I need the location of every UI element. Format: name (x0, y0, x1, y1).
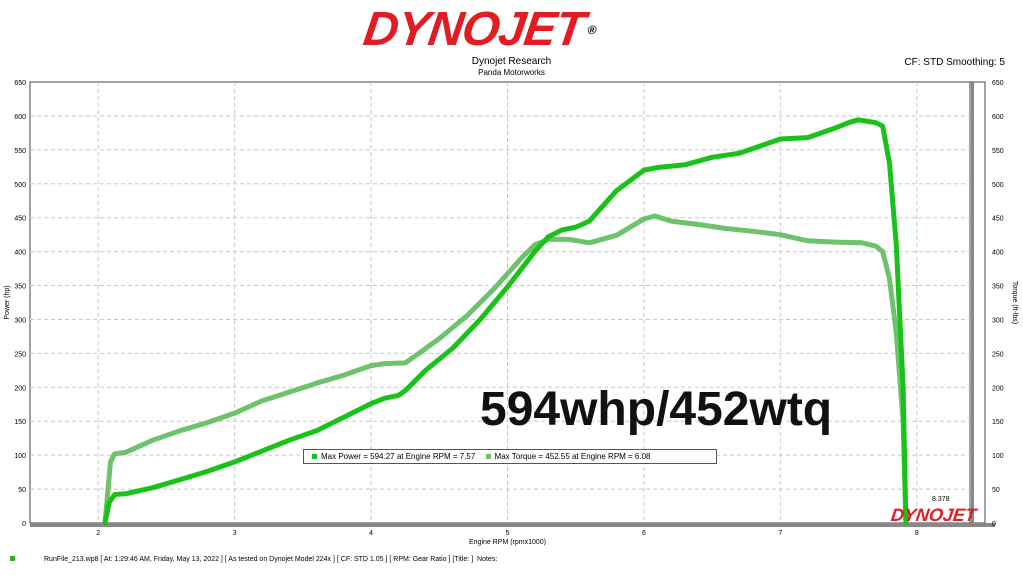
y2-tick-label: 650 (992, 80, 1004, 87)
y-tick-label: 450 (14, 216, 26, 223)
y2-tick-label: 550 (992, 148, 1004, 155)
y-tick-label: 600 (14, 114, 26, 121)
overlay-summary-text: 594whp/452wtq (480, 383, 833, 436)
torque-legend-label: Max Torque = 452.55 at Engine RPM = 6.08 (494, 452, 651, 461)
y-tick-label: 200 (14, 385, 26, 392)
torque-curve (102, 213, 909, 526)
y2-tick-label: 350 (992, 284, 1004, 291)
x-tick-label: 3 (233, 530, 237, 537)
y-tick-label: 550 (14, 148, 26, 155)
power-legend-label: Max Power = 594.27 at Engine RPM = 7.57 (321, 452, 476, 461)
company-name: Dynojet Research (471, 56, 552, 67)
y2-tick-label: 450 (992, 216, 1004, 223)
x-axis-label: Engine RPM (rpmx1000) (469, 539, 546, 546)
y2-tick-label: 250 (992, 351, 1004, 358)
subcompany-name: Panda Motorworks (478, 68, 545, 77)
x-axis-bar (30, 523, 995, 527)
y2-tick-label: 100 (992, 453, 1004, 460)
x-tick-label: 7 (778, 530, 782, 537)
y2-tick-label: 50 (992, 487, 1000, 494)
end-rpm-marker: 8.378 (932, 496, 950, 503)
torque-legend-swatch (485, 454, 491, 459)
y-tick-label: 650 (14, 80, 26, 87)
y2-tick-label: 150 (992, 419, 1004, 426)
y2-tick-label: 200 (992, 385, 1004, 392)
power-legend-swatch (312, 454, 317, 459)
right-edge-bar (971, 82, 974, 527)
y-tick-label: 0 (22, 521, 26, 528)
x-tick-label: 2 (96, 530, 100, 537)
x-tick-label: 4 (369, 530, 373, 537)
power-curve (102, 117, 909, 526)
y-axis-label: Power (hp) (4, 285, 11, 319)
cf-smoothing-info: CF: STD Smoothing: 5 (904, 57, 1005, 68)
y2-tick-label: 400 (992, 250, 1004, 257)
chart-legend: Max Power = 594.27 at Engine RPM = 7.57 … (303, 449, 717, 464)
x-tick-label: 8 (915, 530, 919, 537)
run-marker-icon (10, 556, 15, 561)
x-tick-label: 5 (506, 530, 510, 537)
y2-tick-label: 600 (992, 114, 1004, 121)
run-info-footer: RunFile_213.wp8 [ At: 1:29:46 AM, Friday… (44, 556, 498, 563)
y2-tick-label: 500 (992, 182, 1004, 189)
y-tick-label: 50 (18, 487, 26, 494)
y-tick-label: 300 (14, 317, 26, 324)
y2-tick-label: 0 (992, 521, 996, 528)
y2-tick-label: 300 (992, 317, 1004, 324)
y-tick-label: 150 (14, 419, 26, 426)
x-tick-label: 6 (642, 530, 646, 537)
y-tick-label: 250 (14, 351, 26, 358)
y-tick-label: 400 (14, 250, 26, 257)
y-tick-label: 100 (14, 453, 26, 460)
y2-axis-label: Torque (ft-lbs) (1011, 281, 1018, 324)
y-tick-label: 350 (14, 284, 26, 291)
mini-dynojet-logo: DYNOJET (889, 505, 978, 525)
y-tick-label: 500 (14, 182, 26, 189)
